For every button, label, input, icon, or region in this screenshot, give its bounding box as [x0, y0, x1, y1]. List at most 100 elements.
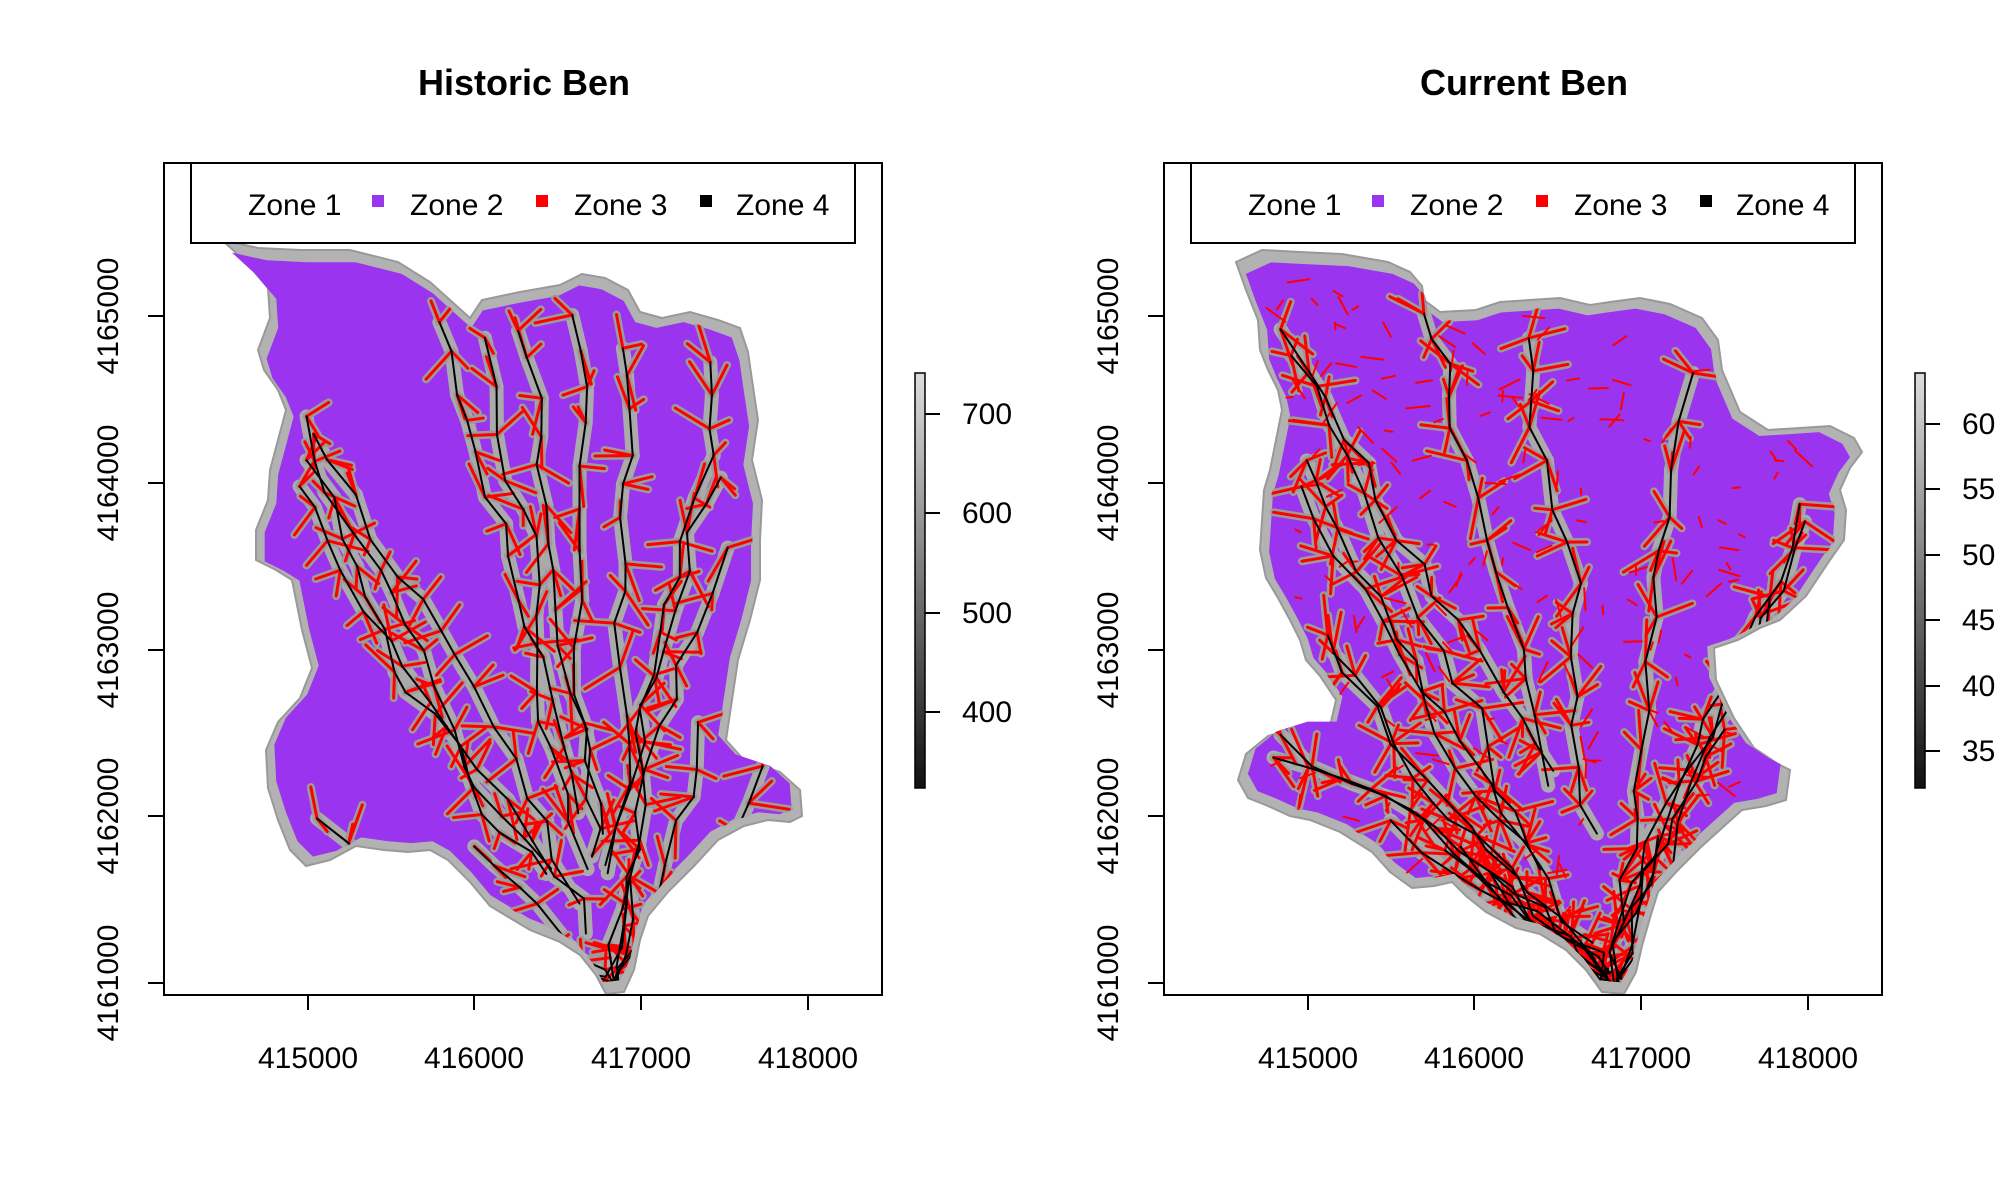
channel-segment	[1652, 489, 1672, 519]
stream-segment	[1652, 576, 1658, 619]
channel-segment	[1405, 404, 1431, 410]
channel-segment	[434, 653, 457, 677]
stream-segment	[551, 699, 566, 749]
stream-segment	[1481, 707, 1489, 748]
stream-segment	[404, 691, 437, 715]
channel-segment	[1323, 375, 1331, 399]
stream-segment	[1619, 941, 1634, 980]
channel-segment	[1394, 630, 1402, 657]
stream-segment	[1377, 536, 1403, 577]
channel-segment	[1446, 635, 1465, 644]
channel-segment	[1691, 371, 1722, 379]
channel-segment	[1366, 704, 1379, 724]
channel-segment	[370, 869, 392, 907]
channel-segment	[1582, 757, 1597, 764]
stream-segment	[353, 533, 383, 572]
channel-segment	[1279, 733, 1297, 765]
channel-segment	[1684, 725, 1705, 738]
channel-segment	[1390, 461, 1401, 475]
stream-segment	[1395, 638, 1418, 662]
stream-segment	[572, 599, 584, 650]
stream-segment	[1639, 842, 1646, 887]
channel-segment	[1373, 742, 1393, 774]
valley-segment	[412, 903, 448, 932]
channel-segment	[706, 546, 730, 583]
channel-segment	[1420, 690, 1429, 717]
channel-segment	[376, 649, 404, 668]
channel-segment	[1622, 640, 1643, 643]
colorbar-tick-label: 700	[962, 398, 1012, 431]
stream-segment	[473, 786, 503, 818]
stream-segment	[1376, 705, 1392, 746]
stream-segment	[571, 314, 582, 352]
stream-segment	[1354, 674, 1382, 709]
channel-segment	[608, 800, 618, 829]
channel-segment	[511, 729, 518, 761]
stream-segment	[463, 765, 476, 789]
channel-segment	[1443, 426, 1452, 454]
channel-segment	[361, 610, 379, 645]
stream-segment	[1759, 589, 1785, 619]
stream-segment	[708, 394, 713, 430]
channel-segment	[524, 651, 545, 659]
stream-segment	[1474, 795, 1502, 822]
stream-segment	[633, 812, 641, 851]
watershed-map	[218, 238, 804, 996]
stream-segment	[708, 427, 715, 457]
stream-segment	[1341, 777, 1372, 791]
valley-segment	[390, 885, 451, 915]
channel-segment	[460, 724, 496, 729]
stream-segment	[525, 356, 543, 400]
stream-segment	[1324, 396, 1346, 441]
stream-segment	[1416, 616, 1445, 652]
channel-segment	[1649, 641, 1654, 651]
channel-segment	[1637, 708, 1643, 752]
stream-segment	[550, 858, 581, 905]
valley-segment	[1547, 962, 1585, 973]
legend-item-zone-1: Zone 1	[1248, 189, 1341, 222]
channel-segment	[1319, 362, 1333, 377]
channel-segment	[1728, 781, 1741, 788]
channel-segment	[1730, 639, 1747, 660]
channel-segment	[1322, 402, 1338, 424]
channel-segment	[495, 410, 524, 436]
stream-segment	[1448, 395, 1451, 430]
channel-segment	[1605, 883, 1642, 902]
channel-segment	[1541, 765, 1581, 772]
channel-segment	[1448, 362, 1480, 387]
channel-segment	[1353, 654, 1368, 677]
channel-segment	[1522, 647, 1541, 656]
channel-segment	[1409, 638, 1418, 663]
stream-segment	[685, 503, 708, 534]
channel-segment	[1525, 836, 1548, 845]
x-tick-label: 418000	[758, 1042, 858, 1075]
legend-box	[190, 162, 856, 244]
channel-segment	[1471, 342, 1486, 355]
channel-segment	[1480, 706, 1504, 742]
channel-segment	[1283, 395, 1294, 399]
channel-segment	[1695, 793, 1710, 797]
channel-segment	[535, 463, 571, 485]
stream-segment	[1639, 870, 1645, 902]
valley-segment	[509, 933, 556, 956]
stream-segment	[590, 827, 602, 858]
channel-segment	[1602, 846, 1639, 851]
stream-segment	[1612, 980, 1619, 983]
stream-segment	[1547, 877, 1563, 923]
channel-segment	[1693, 705, 1715, 739]
stream-segment	[1741, 648, 1758, 681]
channel-segment	[1461, 451, 1477, 464]
channel-segment	[1577, 765, 1589, 792]
stream-segment	[1502, 691, 1524, 720]
channel-segment	[1346, 482, 1366, 495]
channel-segment	[1731, 486, 1741, 489]
stream-segment	[466, 419, 477, 453]
stream-segment	[600, 802, 604, 835]
stream-segment	[315, 817, 350, 845]
channel-segment	[466, 432, 499, 438]
stream-segment	[1606, 967, 1609, 975]
channel-segment	[1396, 297, 1426, 316]
channel-segment	[1480, 700, 1525, 710]
channel-segment	[1555, 598, 1562, 618]
channel-segment	[303, 440, 317, 463]
